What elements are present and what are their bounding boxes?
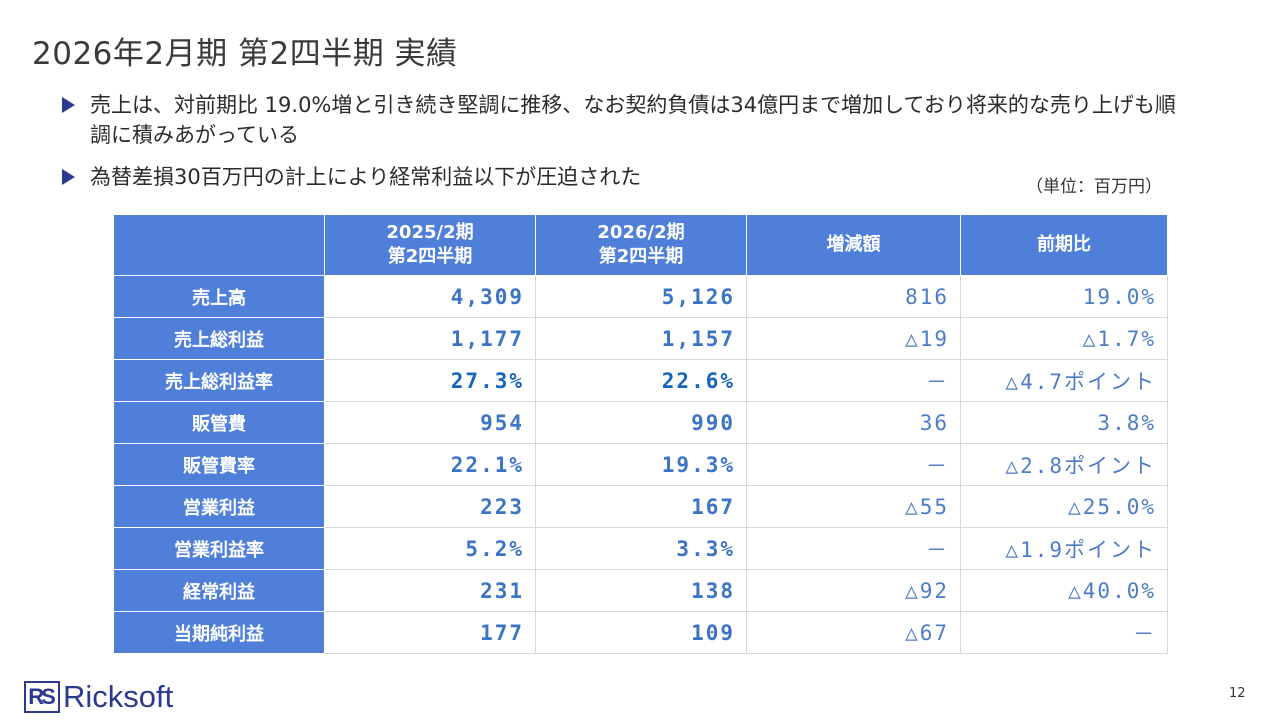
cell-prev: 177 bbox=[324, 611, 536, 654]
cell-prev: 27.3% bbox=[324, 359, 536, 402]
cell-yoy: △2.8ポイント bbox=[960, 443, 1168, 486]
cell-yoy: △1.9ポイント bbox=[960, 527, 1168, 570]
cell-curr: 1,157 bbox=[535, 317, 747, 360]
bullet-text: 売上は、対前期比 19.0%増と引き続き堅調に推移、なお契約負債は34億円まで増… bbox=[90, 93, 1176, 147]
header-curr-line2: 第2四半期 bbox=[598, 246, 684, 267]
header-curr-period: 2026/2期 第2四半期 bbox=[535, 214, 747, 276]
header-diff: 増減額 bbox=[746, 214, 961, 276]
cell-curr: 138 bbox=[535, 569, 747, 612]
table-row: 販管費 954 990 36 3.8% bbox=[113, 401, 1168, 444]
table-row: 売上総利益率 27.3% 22.6% － △4.7ポイント bbox=[113, 359, 1168, 402]
bullet-item: 売上は、対前期比 19.0%増と引き続き堅調に推移、なお契約負債は34億円まで増… bbox=[62, 90, 1182, 150]
header-prev-line2: 第2四半期 bbox=[387, 246, 473, 267]
row-label: 売上総利益率 bbox=[113, 359, 325, 402]
cell-prev: 1,177 bbox=[324, 317, 536, 360]
header-prev-line1: 2025/2期 bbox=[386, 222, 474, 243]
row-label: 販管費率 bbox=[113, 443, 325, 486]
cell-yoy: 19.0% bbox=[960, 275, 1168, 318]
cell-diff: 36 bbox=[746, 401, 961, 444]
table-row: 営業利益率 5.2% 3.3% － △1.9ポイント bbox=[113, 527, 1168, 570]
logo-wordmark: Ricksoft bbox=[63, 679, 174, 714]
cell-yoy: △4.7ポイント bbox=[960, 359, 1168, 402]
cell-diff: △55 bbox=[746, 485, 961, 528]
row-label: 経常利益 bbox=[113, 569, 325, 612]
company-logo: RS Ricksoft bbox=[24, 679, 174, 714]
cell-curr: 22.6% bbox=[535, 359, 747, 402]
header-corner bbox=[113, 214, 325, 276]
table-header-row: 2025/2期 第2四半期 2026/2期 第2四半期 増減額 前期比 bbox=[113, 214, 1168, 276]
table-row: 売上総利益 1,177 1,157 △19 △1.7% bbox=[113, 317, 1168, 360]
header-curr-line1: 2026/2期 bbox=[597, 222, 685, 243]
page-title: 2026年2月期 第2四半期 実績 bbox=[32, 36, 458, 72]
cell-prev: 5.2% bbox=[324, 527, 536, 570]
cell-curr: 109 bbox=[535, 611, 747, 654]
cell-curr: 19.3% bbox=[535, 443, 747, 486]
triangle-bullet-icon bbox=[62, 169, 75, 185]
cell-curr: 167 bbox=[535, 485, 747, 528]
triangle-bullet-icon bbox=[62, 97, 75, 113]
row-label: 当期純利益 bbox=[113, 611, 325, 654]
cell-diff: － bbox=[746, 443, 961, 486]
cell-prev: 954 bbox=[324, 401, 536, 444]
bullet-text: 為替差損30百万円の計上により経常利益以下が圧迫された bbox=[90, 165, 642, 189]
cell-diff: △67 bbox=[746, 611, 961, 654]
table-row: 当期純利益 177 109 △67 － bbox=[113, 611, 1168, 654]
cell-yoy: △40.0% bbox=[960, 569, 1168, 612]
cell-diff: △92 bbox=[746, 569, 961, 612]
cell-prev: 231 bbox=[324, 569, 536, 612]
cell-curr: 990 bbox=[535, 401, 747, 444]
cell-prev: 4,309 bbox=[324, 275, 536, 318]
logo-mark: RS bbox=[24, 681, 60, 713]
cell-diff: △19 bbox=[746, 317, 961, 360]
table-row: 販管費率 22.1% 19.3% － △2.8ポイント bbox=[113, 443, 1168, 486]
cell-curr: 5,126 bbox=[535, 275, 747, 318]
cell-diff: － bbox=[746, 359, 961, 402]
cell-curr: 3.3% bbox=[535, 527, 747, 570]
cell-yoy: △1.7% bbox=[960, 317, 1168, 360]
cell-prev: 22.1% bbox=[324, 443, 536, 486]
table-row: 経常利益 231 138 △92 △40.0% bbox=[113, 569, 1168, 612]
cell-diff: 816 bbox=[746, 275, 961, 318]
results-table: 2025/2期 第2四半期 2026/2期 第2四半期 増減額 前期比 売上高 … bbox=[113, 214, 1168, 654]
cell-prev: 223 bbox=[324, 485, 536, 528]
unit-note: （単位：百万円） bbox=[1026, 177, 1162, 197]
bullet-item: 為替差損30百万円の計上により経常利益以下が圧迫された bbox=[62, 162, 1182, 192]
header-yoy: 前期比 bbox=[960, 214, 1168, 276]
header-prev-period: 2025/2期 第2四半期 bbox=[324, 214, 536, 276]
cell-yoy: △25.0% bbox=[960, 485, 1168, 528]
row-label: 営業利益率 bbox=[113, 527, 325, 570]
cell-yoy: 3.8% bbox=[960, 401, 1168, 444]
cell-diff: － bbox=[746, 527, 961, 570]
page-number: 12 bbox=[1229, 686, 1246, 701]
row-label: 販管費 bbox=[113, 401, 325, 444]
bullet-list: 売上は、対前期比 19.0%増と引き続き堅調に推移、なお契約負債は34億円まで増… bbox=[62, 90, 1182, 192]
table-row: 営業利益 223 167 △55 △25.0% bbox=[113, 485, 1168, 528]
cell-yoy: － bbox=[960, 611, 1168, 654]
table-row: 売上高 4,309 5,126 816 19.0% bbox=[113, 275, 1168, 318]
row-label: 売上高 bbox=[113, 275, 325, 318]
row-label: 営業利益 bbox=[113, 485, 325, 528]
row-label: 売上総利益 bbox=[113, 317, 325, 360]
